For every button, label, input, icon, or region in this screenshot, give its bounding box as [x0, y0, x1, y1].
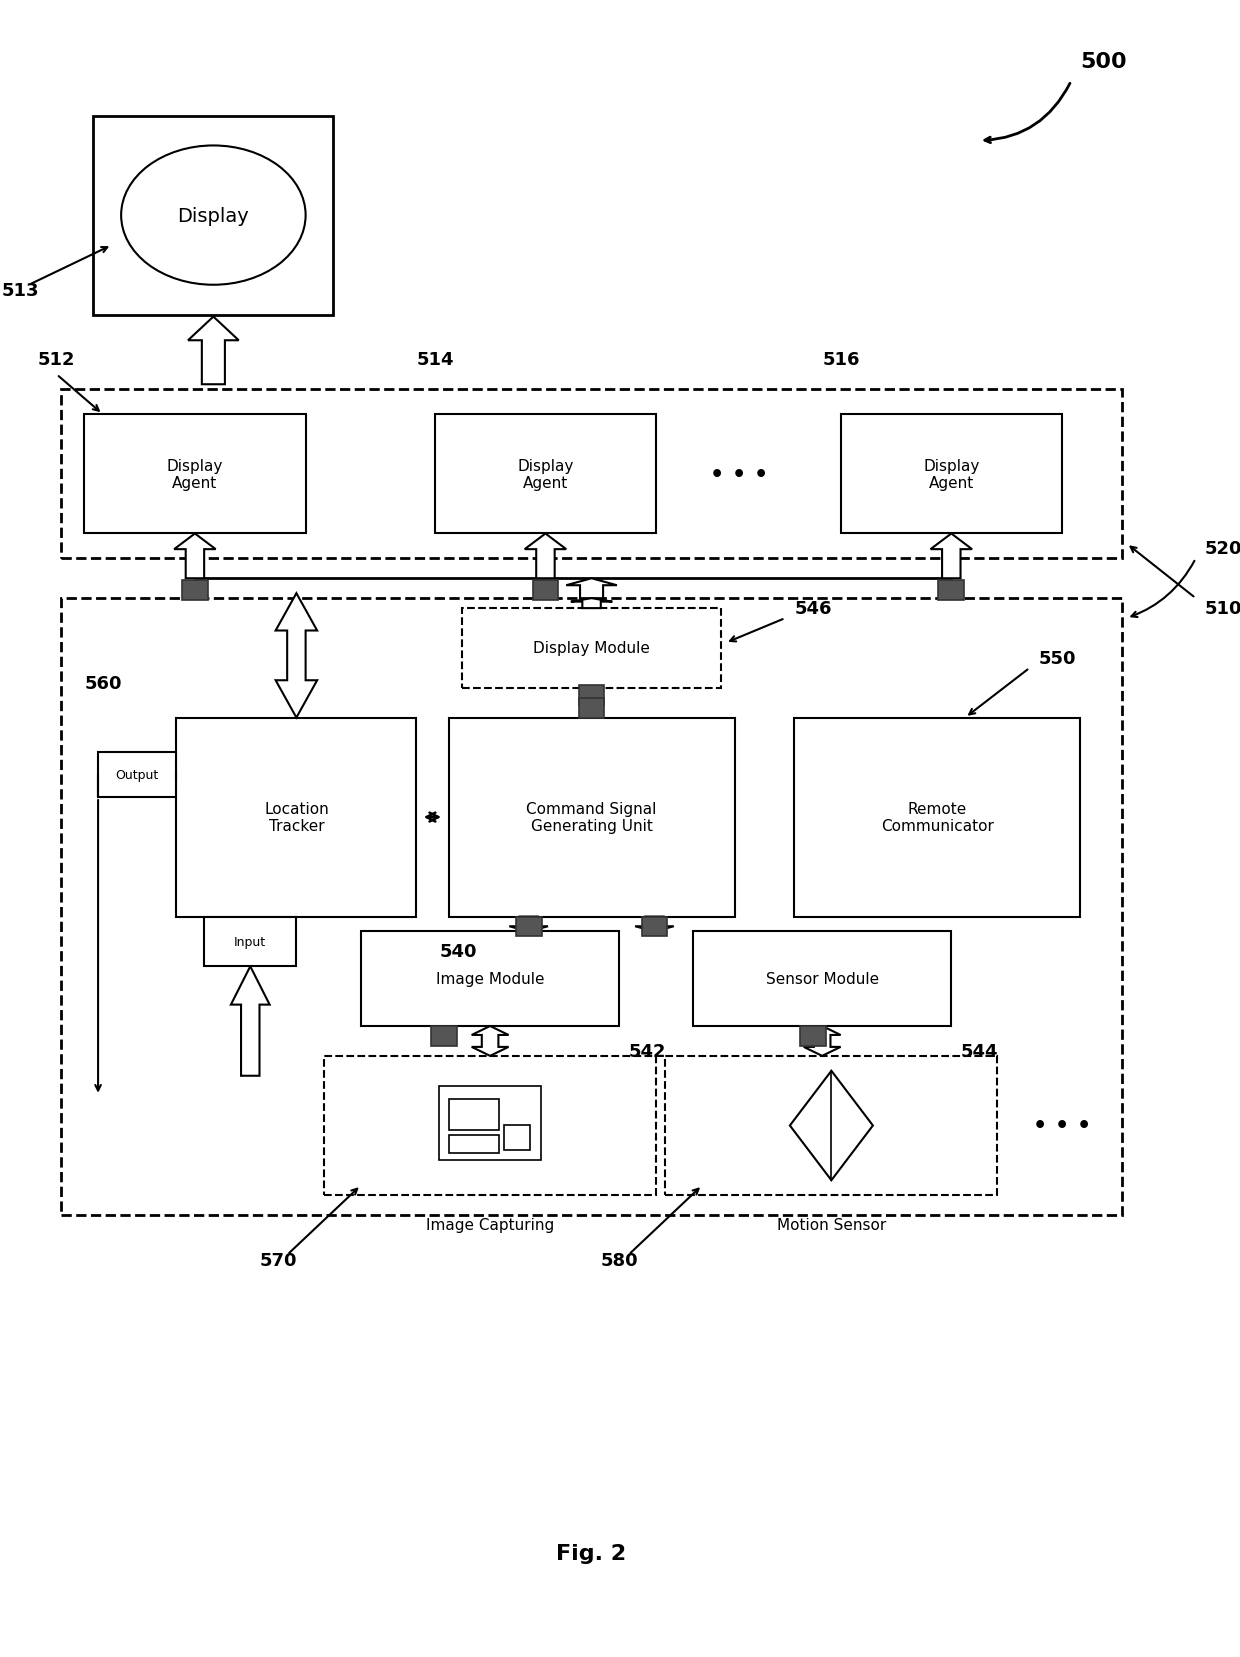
Bar — [795, 717, 1080, 916]
Text: 516: 516 — [822, 351, 859, 370]
Text: Remote
Communicator: Remote Communicator — [882, 802, 994, 833]
Text: 542: 542 — [629, 1042, 666, 1060]
Bar — [61, 598, 1122, 1215]
Text: 513: 513 — [1, 282, 38, 300]
Polygon shape — [174, 534, 216, 578]
Text: 500: 500 — [1080, 51, 1127, 71]
Bar — [84, 414, 305, 534]
Bar — [800, 1026, 826, 1046]
Bar — [939, 582, 965, 601]
Text: • • •: • • • — [711, 464, 769, 484]
Text: 520: 520 — [1205, 540, 1240, 558]
Bar — [579, 686, 604, 706]
Text: Input: Input — [234, 935, 267, 948]
Text: 540: 540 — [439, 943, 477, 961]
Text: Display
Agent: Display Agent — [517, 459, 574, 490]
Polygon shape — [804, 1026, 841, 1056]
Text: Display
Agent: Display Agent — [166, 459, 223, 490]
Bar — [182, 582, 208, 601]
Text: Display Module: Display Module — [533, 641, 650, 656]
Bar — [93, 116, 334, 315]
Text: 514: 514 — [417, 351, 454, 370]
Text: 580: 580 — [601, 1251, 639, 1269]
Text: 544: 544 — [961, 1042, 998, 1060]
Polygon shape — [510, 916, 548, 931]
Polygon shape — [635, 916, 673, 931]
Text: Image Capturing: Image Capturing — [427, 1218, 554, 1233]
Bar — [516, 916, 542, 936]
Text: 512: 512 — [38, 351, 76, 370]
Text: 550: 550 — [1039, 650, 1076, 668]
Bar — [449, 1099, 500, 1130]
Bar — [205, 916, 296, 966]
Text: Command Signal
Generating Unit: Command Signal Generating Unit — [526, 802, 657, 833]
Text: 546: 546 — [795, 600, 832, 618]
Bar — [361, 931, 619, 1026]
Bar — [449, 717, 734, 916]
Bar — [435, 414, 656, 534]
Polygon shape — [930, 534, 972, 578]
Polygon shape — [525, 534, 567, 578]
Bar — [439, 1085, 541, 1160]
Bar — [432, 1026, 456, 1046]
Text: Output: Output — [115, 769, 159, 782]
Polygon shape — [231, 966, 269, 1075]
Bar — [841, 414, 1061, 534]
Bar — [324, 1056, 656, 1195]
Text: 510: 510 — [1205, 600, 1240, 618]
Bar — [579, 698, 604, 717]
Bar — [61, 389, 1122, 558]
Text: 570: 570 — [259, 1251, 298, 1269]
Bar — [176, 717, 417, 916]
Polygon shape — [567, 578, 618, 598]
Text: 560: 560 — [84, 674, 122, 693]
Bar — [463, 608, 720, 688]
Polygon shape — [275, 593, 317, 717]
Polygon shape — [471, 1026, 508, 1056]
Text: Fig. 2: Fig. 2 — [557, 1543, 626, 1564]
Bar — [449, 1135, 500, 1153]
Bar — [532, 582, 558, 601]
Text: Motion Sensor: Motion Sensor — [776, 1218, 887, 1233]
Polygon shape — [790, 1070, 873, 1180]
Bar — [666, 1056, 997, 1195]
Text: Sensor Module: Sensor Module — [765, 971, 879, 986]
Text: • • •: • • • — [1033, 1115, 1091, 1135]
Text: Image Module: Image Module — [435, 971, 544, 986]
Bar — [641, 916, 667, 936]
Polygon shape — [188, 318, 239, 384]
Bar — [693, 931, 951, 1026]
Polygon shape — [570, 598, 613, 608]
Bar — [503, 1125, 529, 1150]
Text: Location
Tracker: Location Tracker — [264, 802, 329, 833]
Bar — [98, 752, 176, 797]
Text: Display
Agent: Display Agent — [923, 459, 980, 490]
Text: Display: Display — [177, 207, 249, 225]
